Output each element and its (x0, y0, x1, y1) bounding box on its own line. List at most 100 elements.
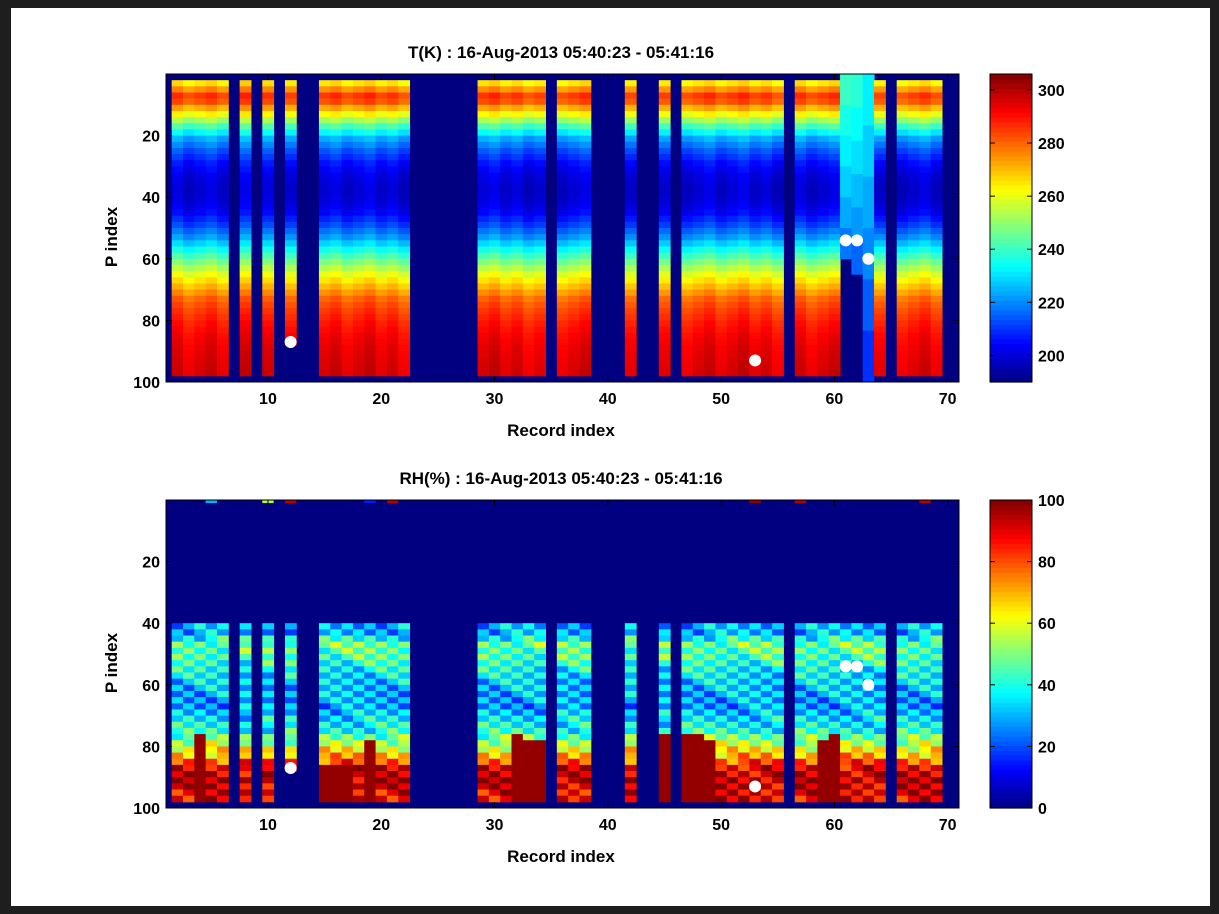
heatmap-cell (556, 221, 569, 229)
heatmap-cell (828, 326, 841, 334)
heatmap-cell (534, 258, 547, 266)
heatmap-cell (216, 672, 229, 680)
heatmap-cell (182, 338, 195, 346)
heatmap-cell (738, 191, 750, 198)
heatmap-cell (341, 789, 354, 797)
heatmap-cell (806, 721, 818, 729)
heatmap-cell (511, 623, 524, 630)
heatmap-cell (341, 654, 354, 661)
heatmap-cell (205, 252, 218, 260)
heatmap-cell (522, 123, 535, 130)
heatmap-cell (386, 191, 399, 198)
heatmap-column (375, 623, 388, 803)
heatmap-cell (216, 326, 229, 334)
heatmap-cell (341, 314, 354, 321)
heatmap-cell (624, 678, 637, 686)
heatmap-cell (500, 777, 513, 784)
heatmap-cell (624, 771, 637, 778)
heatmap-cell (806, 338, 818, 346)
heatmap-cell (318, 629, 331, 637)
heatmap-cell (692, 326, 705, 334)
heatmap-cell (511, 172, 524, 180)
heatmap-cell (919, 178, 932, 186)
heatmap-cell (930, 672, 943, 680)
heatmap-cell (817, 178, 830, 186)
heatmap-cell (919, 301, 932, 309)
heatmap-cell (522, 709, 535, 717)
heatmap-cell (681, 369, 694, 377)
heatmap-cell (500, 752, 513, 760)
heatmap-cell (364, 734, 377, 741)
heatmap-cell (318, 234, 331, 241)
heatmap-cell (874, 795, 886, 803)
heatmap-cell (908, 746, 920, 754)
heatmap-cell (715, 629, 728, 637)
heatmap-cell (534, 752, 547, 760)
heatmap-cell (681, 635, 694, 643)
heatmap-cell (375, 123, 388, 130)
heatmap-cell (919, 320, 932, 328)
heatmap-cell (398, 240, 411, 247)
heatmap-cell (477, 345, 490, 352)
heatmap-cell (738, 727, 750, 735)
heatmap-cell (760, 752, 773, 760)
heatmap-cell (364, 147, 377, 155)
heatmap-cell (715, 215, 728, 223)
heatmap-cell (522, 80, 535, 87)
heatmap-cell (749, 246, 762, 254)
heatmap-cell (330, 277, 343, 284)
heatmap-cell (908, 357, 920, 365)
heatmap-cell (896, 734, 909, 741)
heatmap-cell (194, 654, 207, 661)
heatmap-cell (658, 789, 671, 797)
heatmap-cell (205, 672, 218, 680)
figure-window: T(K) : 16-Aug-2013 05:40:23 - 05:41:16 1… (11, 8, 1210, 906)
heatmap-cell (341, 209, 354, 217)
heatmap-cell (284, 666, 297, 673)
heatmap-cell (522, 191, 535, 198)
heatmap-cell (171, 660, 184, 667)
heatmap-cell (386, 771, 399, 778)
heatmap-cell (352, 221, 365, 229)
heatmap-cell (511, 80, 524, 87)
heatmap-cell (794, 672, 807, 680)
heatmap-cell (579, 197, 592, 204)
heatmap-cell (556, 746, 569, 754)
heatmap-cell (330, 672, 343, 680)
heatmap-cell (919, 129, 932, 137)
heatmap-column (284, 500, 297, 772)
heatmap-cell (579, 727, 592, 735)
heatmap-cell (851, 74, 864, 108)
heatmap-cell (182, 178, 195, 186)
heatmap-column (817, 623, 830, 803)
heatmap-cell (840, 641, 852, 649)
heatmap-cell (488, 734, 501, 741)
heatmap-cell (726, 178, 739, 186)
heatmap-cell (760, 104, 773, 112)
heatmap-cell (715, 123, 728, 130)
heatmap-cell (205, 264, 218, 272)
heatmap-cell (579, 228, 592, 235)
heatmap-cell (738, 777, 750, 784)
heatmap-cell (284, 301, 297, 309)
heatmap-cell (556, 289, 569, 297)
heatmap-cell (522, 197, 535, 204)
heatmap-cell (919, 271, 932, 278)
heatmap-cell (556, 351, 569, 358)
heatmap-cell (760, 110, 773, 118)
heatmap-cell (806, 771, 818, 778)
heatmap-cell (341, 357, 354, 365)
heatmap-cell (919, 160, 932, 167)
heatmap-cell (817, 715, 830, 723)
heatmap-cell (511, 727, 524, 735)
heatmap-cell (477, 110, 490, 118)
heatmap-cell (386, 86, 399, 93)
heatmap-cell (817, 777, 830, 784)
heatmap-cell (692, 703, 705, 710)
heatmap-cell (216, 789, 229, 797)
heatmap-cell (364, 228, 377, 235)
heatmap-cell (806, 166, 818, 174)
heatmap-cell (500, 252, 513, 260)
heatmap-column (522, 80, 535, 377)
heatmap-cell (205, 301, 218, 309)
